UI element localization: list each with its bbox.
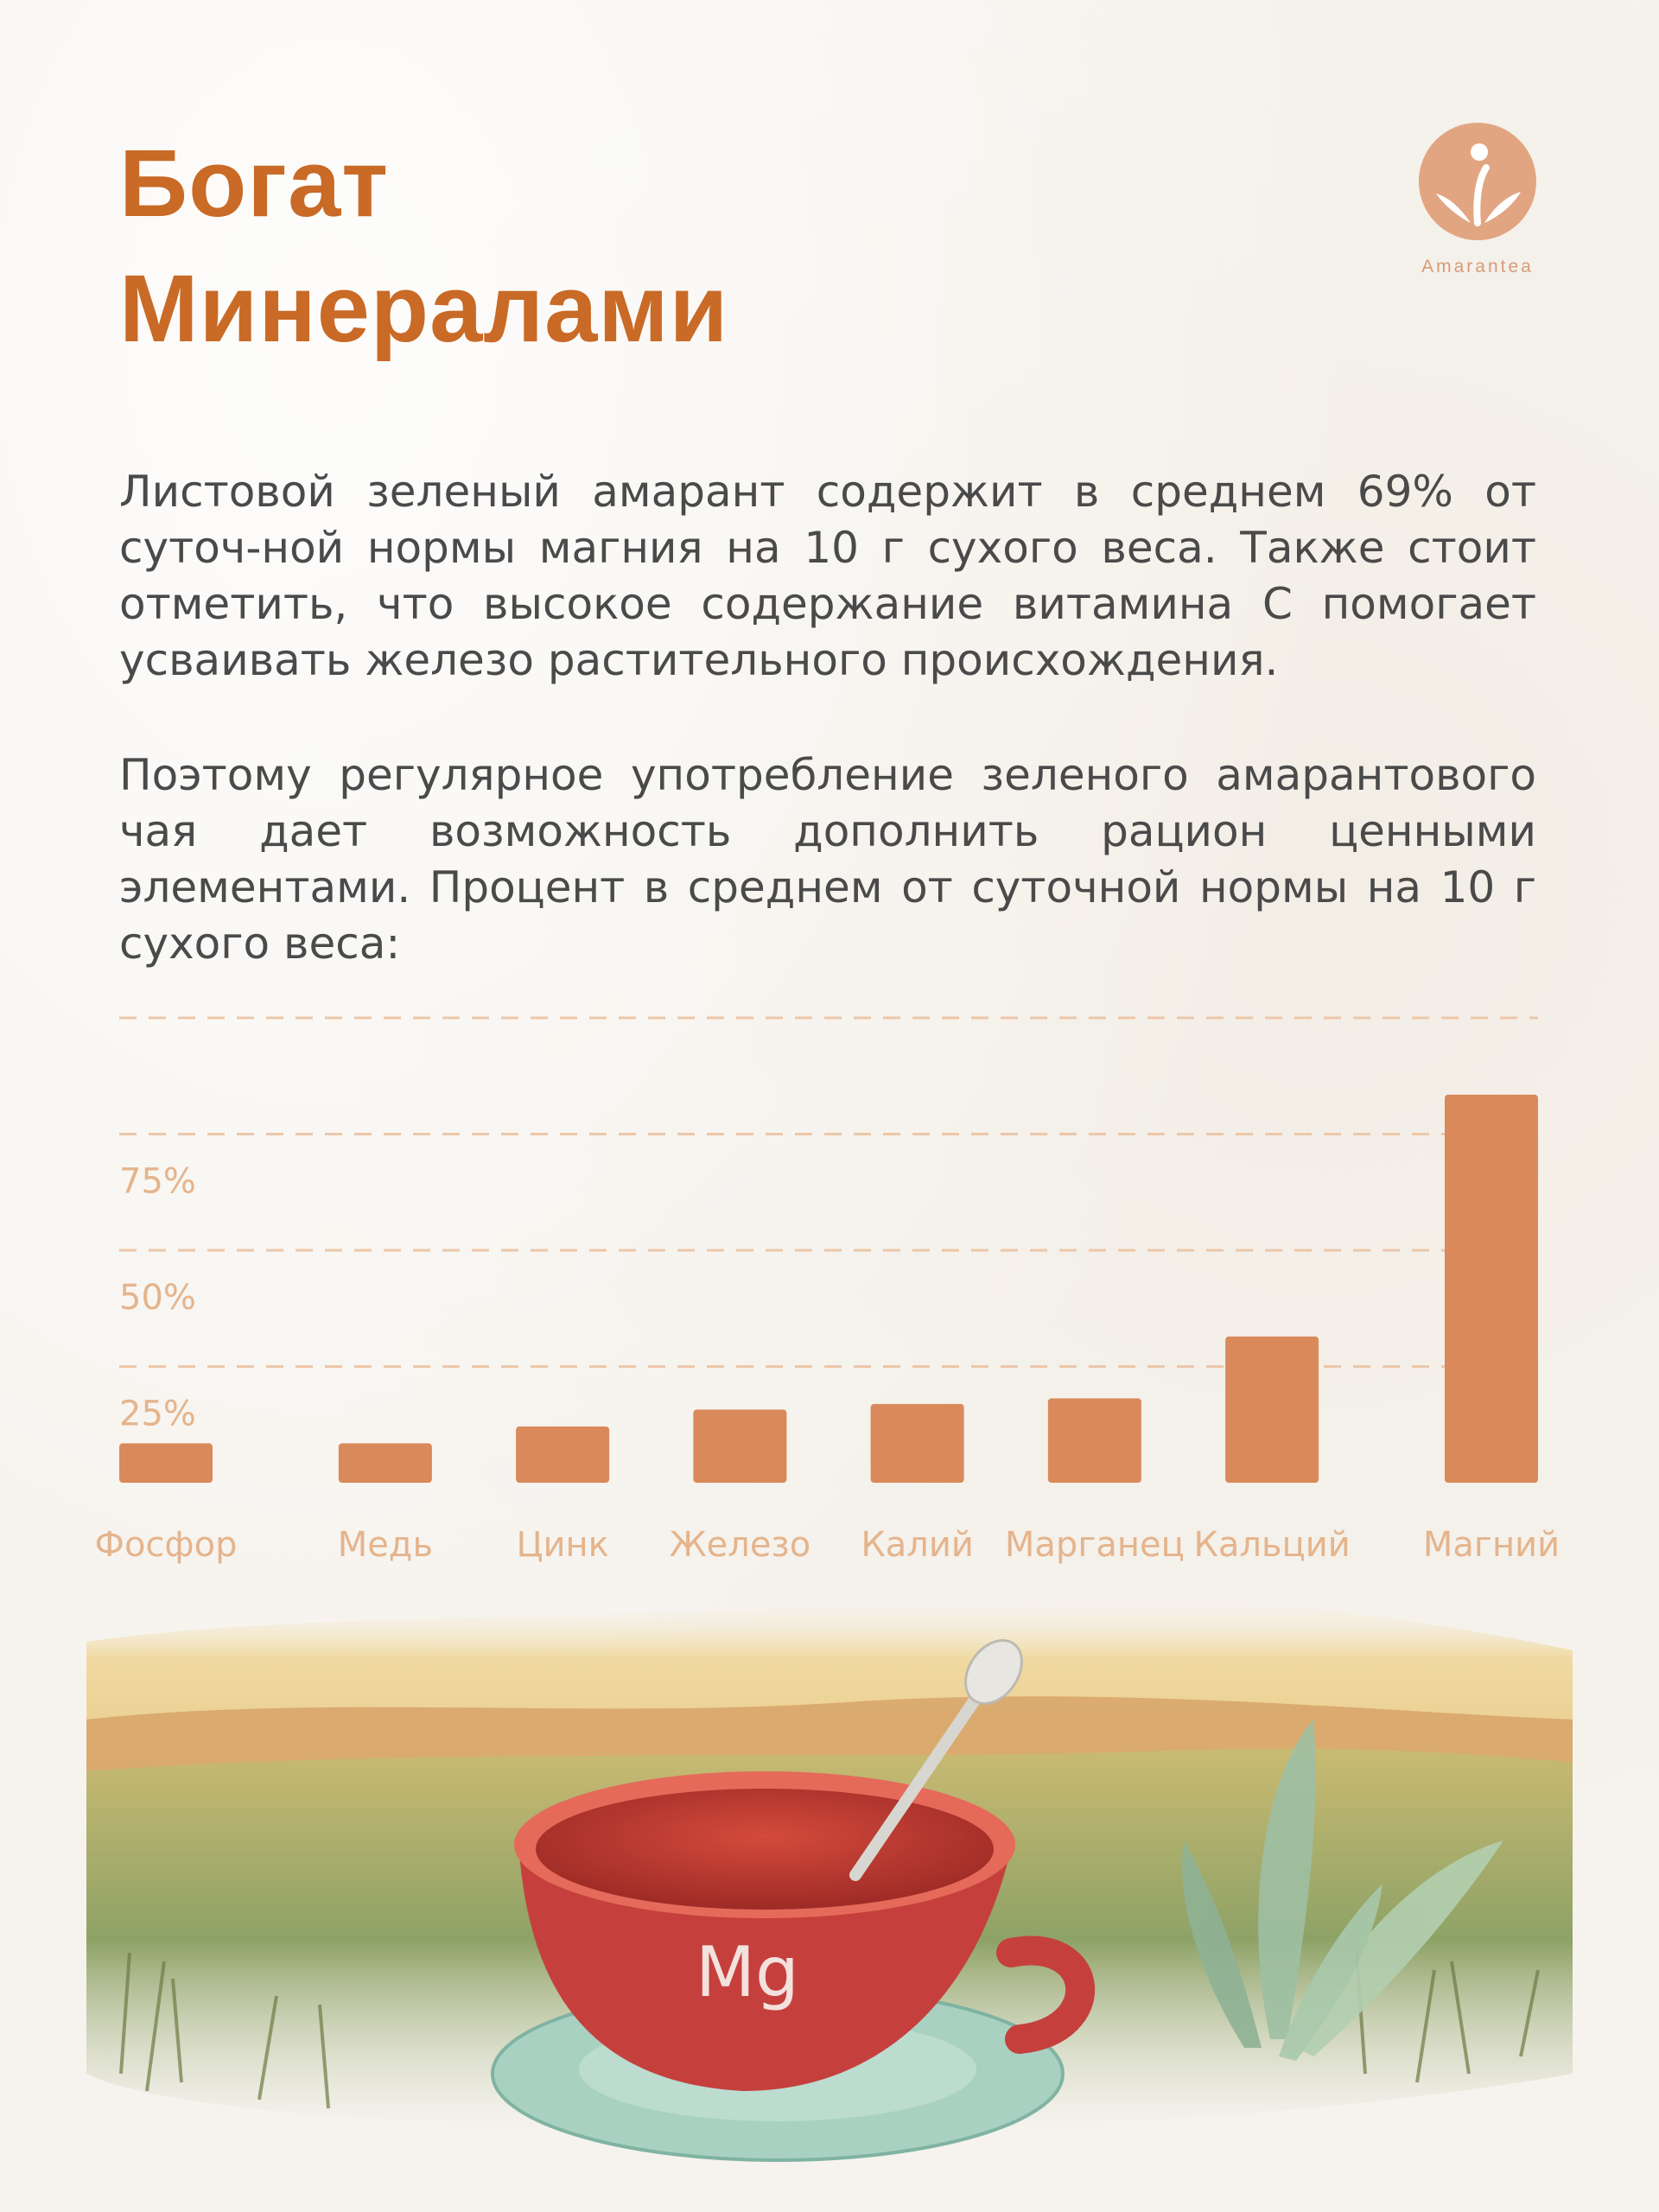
bar-3 (516, 1426, 610, 1483)
logo-text: Amarantea (1421, 257, 1534, 276)
cup-handle (996, 1936, 1095, 2054)
tea-cup-illustration: Mg (86, 1594, 1573, 2162)
plant-leaves (1182, 1719, 1503, 2061)
category-label: Фосфор (95, 1525, 238, 1565)
category-label: Цинк (516, 1525, 608, 1565)
y-tick-label: 75% (119, 1162, 196, 1202)
intro-paragraph: Листовой зеленый амарант содержит в сред… (119, 467, 1536, 685)
grid-lines (119, 1016, 1538, 1369)
bar-5 (870, 1403, 964, 1483)
category-label: Железо (670, 1525, 811, 1565)
category-label: Магний (1423, 1525, 1560, 1565)
category-label: Калий (861, 1525, 973, 1565)
bar-7 (1225, 1336, 1319, 1483)
bar-8 (1445, 1094, 1538, 1483)
bars (119, 1094, 1538, 1483)
minerals-bar-chart: 25% 50% 75% Фосфор Медь Цинк Железо Калий Марга… (95, 1016, 1560, 1565)
page-title: Богат Минералами (119, 121, 728, 372)
title-line-2: Минералами (119, 256, 729, 362)
y-tick-label: 25% (119, 1395, 196, 1434)
category-labels: Фосфор Медь Цинк Железо Калий Марганец Кальций… (95, 1525, 1560, 1565)
y-tick-label: 50% (119, 1278, 196, 1318)
bar-1 (119, 1443, 213, 1483)
cup-label: Mg (696, 1932, 799, 2012)
bar-2 (338, 1443, 432, 1483)
category-label: Кальций (1193, 1525, 1350, 1565)
title-line-1: Богат (119, 130, 390, 237)
brand-logo: Amarantea (1408, 121, 1547, 277)
grass-strokes (119, 1952, 1540, 2109)
y-tick-labels: 25% 50% 75% (119, 1162, 196, 1434)
category-label: Медь (338, 1525, 433, 1565)
amarantea-sprout-icon (1419, 123, 1536, 240)
category-label: Марганец (1005, 1525, 1185, 1565)
bar-6 (1047, 1398, 1141, 1483)
spoon (849, 1679, 991, 1881)
chart-intro-paragraph: Поэтому регулярное употребление зеленого… (119, 750, 1536, 969)
bar-4 (693, 1409, 787, 1483)
